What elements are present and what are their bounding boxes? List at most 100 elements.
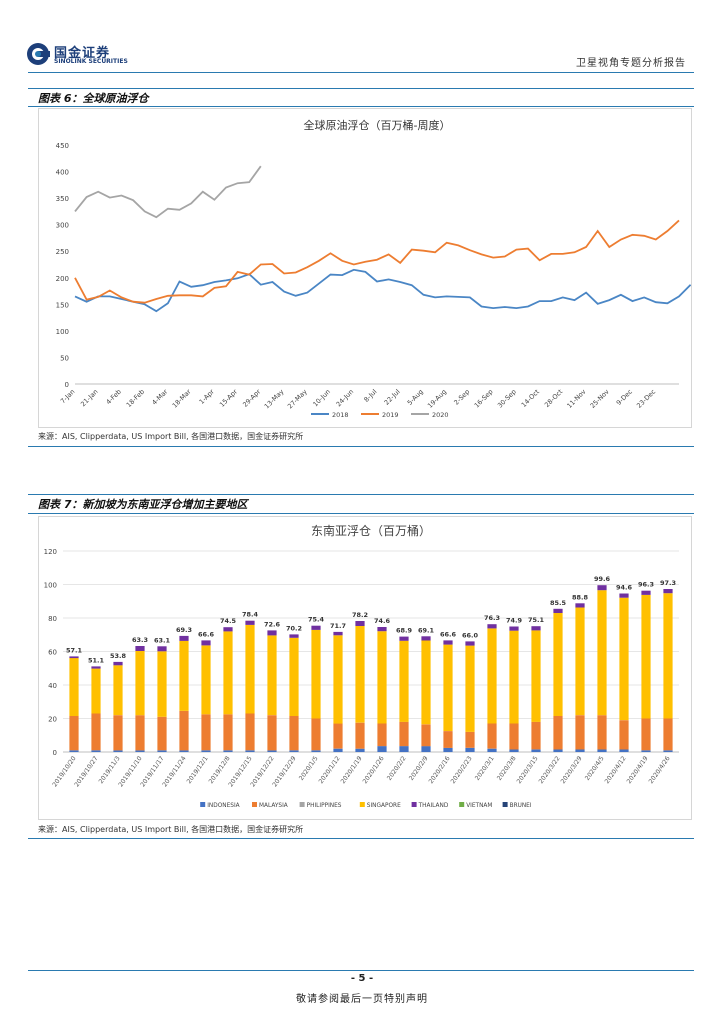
bar-segment-indonesia [245,750,255,752]
bar-segment-thailand [553,608,563,613]
x-tick-label: 2020/4/19 [626,755,650,785]
bar-segment-singapore [289,637,299,716]
y-tick-label: 80 [48,615,57,623]
x-tick-label: 2020/4/5 [584,755,606,782]
figure7-bottom-rule [28,513,694,514]
report-name: 卫星视角专题分析报告 [576,58,686,69]
total-label: 85.5 [550,599,567,607]
bar-segment-thailand [421,636,431,641]
x-tick-label: 2020/1/12 [318,755,342,785]
bar-segment-singapore [663,593,673,719]
bar-segment-malaysia [641,718,651,751]
total-label: 88.8 [572,593,589,601]
x-tick-label: 2019/10/27 [73,755,99,788]
x-tick-label: 2019/12/8 [208,755,232,785]
bar-segment-indonesia [421,746,431,752]
bar-segment-indonesia [443,747,453,752]
total-label: 75.1 [528,616,545,624]
legend-swatch-singapore [359,802,365,807]
x-tick-label: 13-May [263,388,286,411]
total-label: 74.5 [220,617,237,625]
legend-label-philippines: PHILIPPINES [307,803,342,809]
bar-segment-singapore [245,624,255,714]
bar-segment-malaysia [201,714,211,751]
total-label: 99.6 [594,575,611,583]
x-tick-label: 2020/3/8 [496,755,518,782]
legend-label-vietnam: VIETNAM [466,803,492,809]
y-tick-label: 200 [56,275,69,283]
x-tick-label: 15-Apr [218,388,239,409]
y-tick-label: 0 [53,749,57,757]
bar-segment-thailand [157,646,167,652]
y-tick-label: 150 [56,301,69,309]
y-tick-label: 400 [56,169,69,177]
y-tick-label: 100 [56,328,69,336]
bar-segment-indonesia [69,750,79,752]
total-label: 53.8 [110,652,127,660]
y-tick-label: 50 [60,354,69,362]
bar-segment-thailand [333,631,343,636]
x-tick-label: 2020/1/19 [340,755,364,785]
y-tick-label: 250 [56,248,69,256]
bar-segment-thailand [663,589,673,594]
bar-segment-thailand [619,593,629,598]
legend-swatch-vietnam [459,802,465,807]
legend-label-2018: 2018 [332,411,349,419]
bar-segment-malaysia [377,723,387,747]
global-floating-storage-chart: 全球原油浮仓（百万桶-周度） 0 50 100 150 200 250 300 350 400 45… [56,118,692,419]
x-tick-label: 2020/2/23 [450,755,474,785]
legend-label-2019: 2019 [382,411,399,419]
total-label: 66.6 [198,630,215,638]
bar-segment-malaysia [289,716,299,751]
bar-segment-malaysia [355,722,365,749]
legend-swatch-malaysia [252,802,257,807]
total-label: 66.6 [440,630,457,638]
bar-segment-singapore [597,590,607,716]
x-tick-label: 2020/3/1 [474,755,496,782]
bar-segment-malaysia [157,716,167,751]
disclaimer-note: 敬请参阅最后一页特别声明 [296,994,428,1005]
figure6-source: 来源：AIS, Clipperdata, US Import Bill, 各国港… [38,432,304,441]
x-tick-label: 16-Sep [473,388,495,410]
bar-segment-thailand [91,666,101,669]
bar-segment-indonesia [267,750,277,752]
figure7-chart-frame: 东南亚浮仓（百万桶） 0 20 40 60 80 100 120 57.1 2019/10/20 5… [38,516,692,820]
bar-segment-thailand [377,627,387,632]
x-tick-label: 2019/11/3 [98,755,122,785]
bar-segment-indonesia [333,748,343,752]
bar-segment-thailand [487,624,497,629]
series-line-2018 [74,268,692,313]
figure7-end-rule [28,838,694,839]
bar-segment-indonesia [179,750,189,752]
bar-segment-singapore [267,635,277,716]
x-tick-label: 2019/12/29 [271,755,297,788]
bar-segment-singapore [377,631,387,724]
bar-segment-indonesia [663,750,673,752]
x-tick-label: 2020/3/22 [538,755,562,785]
bar-segment-indonesia [597,749,607,752]
x-tick-label: 22-Jul [383,388,402,407]
x-tick-label: 2-Sep [452,388,471,407]
legend-swatch-indonesia [200,802,206,807]
x-tick-label: 9-Dec [615,387,634,406]
total-label: 71.7 [330,622,346,630]
total-label: 76.3 [484,614,500,622]
total-label: 74.6 [374,617,391,625]
bar-segment-malaysia [553,716,563,750]
x-tick-label: 21-Jan [79,388,100,409]
bar-segment-malaysia [91,713,101,751]
bar-segment-singapore [113,665,123,716]
total-label: 63.3 [132,636,148,644]
bar-segment-malaysia [465,731,475,748]
bar-segment-thailand [113,661,123,666]
legend-label-malaysia: MALAYSIA [259,803,288,809]
company-name-en: SINOLINK SECURITIES [54,58,128,65]
bar-segment-indonesia [91,750,101,752]
bar-segment-singapore [531,630,541,722]
bar-segment-thailand [597,585,607,591]
total-label: 78.4 [242,611,259,619]
x-tick-label: 10-Jun [311,388,332,409]
total-label: 51.1 [88,656,105,664]
chart-title: 东南亚浮仓（百万桶） [311,523,431,538]
bar-segment-indonesia [157,750,167,752]
